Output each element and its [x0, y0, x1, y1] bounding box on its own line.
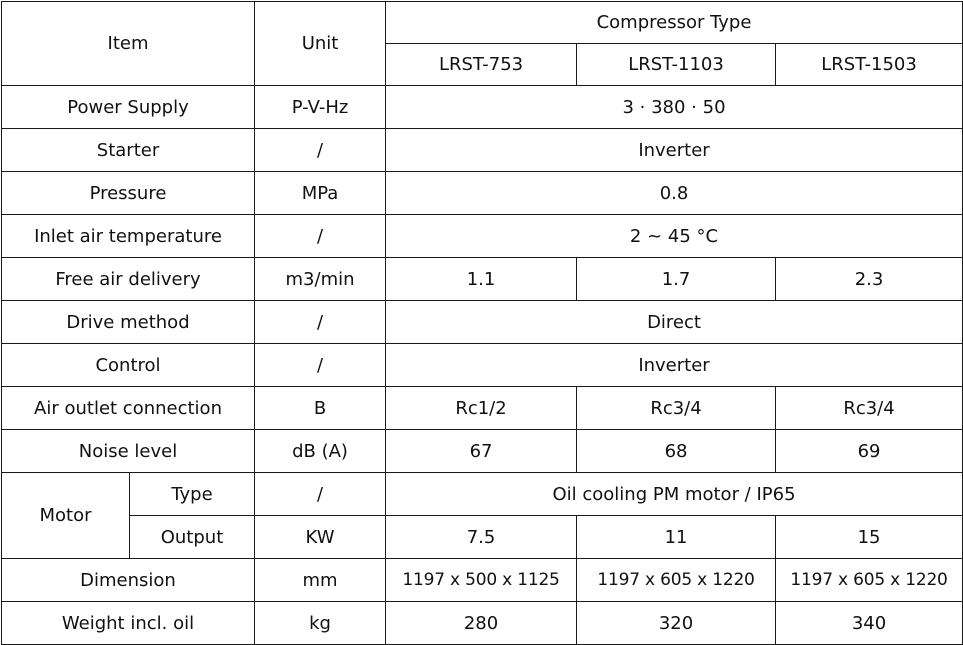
row-unit: kg [254, 601, 387, 645]
row-value: 15 [775, 515, 963, 559]
row-sublabel: Output [128, 515, 256, 559]
table-row: Drive method / Direct [0, 300, 963, 344]
row-value: 69 [775, 429, 963, 473]
row-value: 1197 x 605 x 1220 [775, 558, 963, 602]
row-unit: / [254, 214, 387, 258]
row-label: Inlet air temperature [0, 214, 256, 258]
row-unit: / [254, 300, 387, 344]
table-row: Weight incl. oil kg 280 320 340 [0, 601, 963, 645]
row-value: 320 [576, 601, 777, 645]
row-value: 3 · 380 · 50 [385, 85, 963, 129]
table-row: Inlet air temperature / 2 ~ 45 °C [0, 214, 963, 258]
row-unit: MPa [254, 171, 387, 215]
row-value: 2.3 [775, 257, 963, 301]
row-value: 11 [576, 515, 777, 559]
row-unit: KW [254, 515, 387, 559]
table-row: Noise level dB (A) 67 68 69 [0, 429, 963, 473]
table-row: Starter / Inverter [0, 128, 963, 172]
table-row: Pressure MPa 0.8 [0, 171, 963, 215]
table-row: Free air delivery m3/min 1.1 1.7 2.3 [0, 257, 963, 301]
model-header: LRST-1503 [775, 43, 963, 86]
table-row: Motor Type / Oil cooling PM motor / IP65 [1, 472, 963, 559]
row-value: Rc3/4 [775, 386, 963, 430]
table-row: Power Supply P-V-Hz 3 · 380 · 50 [0, 85, 963, 129]
row-label: Free air delivery [0, 257, 256, 301]
row-value: 1.1 [385, 257, 578, 301]
row-value: 340 [775, 601, 963, 645]
row-value: Rc1/2 [385, 386, 578, 430]
model-header: LRST-753 [385, 43, 578, 86]
header-compressor-type: Compressor Type [385, 1, 963, 44]
row-label: Weight incl. oil [0, 601, 256, 645]
row-label: Noise level [0, 429, 256, 473]
row-label: Starter [0, 128, 256, 172]
header-unit: Unit [254, 1, 387, 86]
row-value: 280 [385, 601, 578, 645]
row-unit: / [254, 128, 387, 172]
model-header: LRST-1103 [576, 43, 777, 86]
row-value: Oil cooling PM motor / IP65 [385, 472, 963, 516]
row-value: 67 [385, 429, 578, 473]
row-value: 7.5 [385, 515, 578, 559]
row-label: Drive method [0, 300, 256, 344]
row-value: 68 [576, 429, 777, 473]
row-value: 1197 x 605 x 1220 [576, 558, 777, 602]
header-row: Item Unit Compressor Type [0, 1, 963, 86]
table-row: Output KW 7.5 11 15 [2, 515, 963, 559]
row-value: 2 ~ 45 °C [385, 214, 963, 258]
row-unit: P-V-Hz [254, 85, 387, 129]
row-unit: / [254, 472, 387, 516]
row-label: Air outlet connection [0, 386, 256, 430]
row-sublabel: Type [128, 472, 256, 516]
table-row: Dimension mm 1197 x 500 x 1125 1197 x 60… [0, 558, 963, 602]
row-value: 0.8 [385, 171, 963, 215]
row-label: Dimension [0, 558, 256, 602]
row-value: 1.7 [576, 257, 777, 301]
row-unit: dB (A) [254, 429, 387, 473]
motor-label: Motor [1, 472, 130, 559]
row-label: Power Supply [0, 85, 256, 129]
row-value: Direct [385, 300, 963, 344]
row-value: Rc3/4 [576, 386, 777, 430]
row-label: Control [0, 343, 256, 387]
row-unit: m3/min [254, 257, 387, 301]
table-row: Air outlet connection B Rc1/2 Rc3/4 Rc3/… [0, 386, 963, 430]
row-value: Inverter [385, 343, 963, 387]
row-value: Inverter [385, 128, 963, 172]
row-value: 1197 x 500 x 1125 [385, 558, 578, 602]
header-item: Item [0, 1, 256, 86]
row-unit: mm [254, 558, 387, 602]
row-unit: B [254, 386, 387, 430]
model-header-row: LRST-753 LRST-1103 LRST-1503 [2, 43, 963, 86]
row-label: Pressure [0, 171, 256, 215]
row-unit: / [254, 343, 387, 387]
table-row: Control / Inverter [0, 343, 963, 387]
